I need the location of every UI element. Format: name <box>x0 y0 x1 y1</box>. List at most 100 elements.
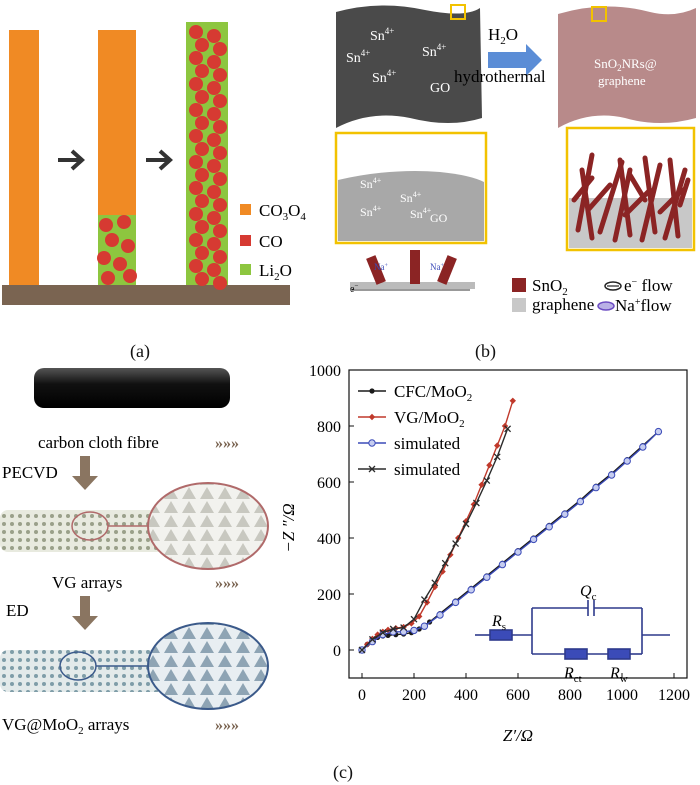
legend-label-na-flow: Na+flow <box>615 296 672 315</box>
chevron-right-icon: »»» <box>215 575 239 592</box>
na-ion-label: Na+ <box>430 262 445 272</box>
ed-label: ED <box>6 601 29 620</box>
chevron-right-icon: »»» <box>215 435 239 452</box>
svg-text:GO: GO <box>430 81 450 96</box>
sno2-nanorod <box>642 155 658 235</box>
vg-zoom-ellipse <box>147 482 269 570</box>
sno2-nanorod <box>622 187 653 218</box>
co-particle <box>105 233 119 247</box>
data-point <box>389 625 397 633</box>
co-particle <box>213 224 227 238</box>
caption-b: (b) <box>475 341 496 361</box>
legend-label-e-flow: e− flow <box>624 276 673 295</box>
co-particle <box>113 257 127 271</box>
legend-label: VG/MoO2 <box>394 408 465 430</box>
co-particle <box>195 272 209 286</box>
co-particle <box>99 218 113 232</box>
go-sheet <box>336 5 482 129</box>
electron-flow-icon <box>604 281 622 291</box>
legend-swatch-co3o4 <box>240 204 251 215</box>
sn-ions-zoom: Sn4+ Sn4+ Sn4+ Sn4+ GO <box>360 176 448 225</box>
data-point <box>399 628 408 636</box>
data-point <box>436 611 444 619</box>
legend-label: CFC/MoO2 <box>394 382 472 404</box>
legend-swatch-li2o <box>240 264 251 275</box>
co-particle <box>207 133 221 147</box>
data-point <box>420 596 428 604</box>
co-particle <box>213 172 227 186</box>
na-flow-icon <box>597 301 615 311</box>
co-particle <box>189 207 203 221</box>
product-label-line2: graphene <box>598 73 646 88</box>
x-tick-label: 600 <box>506 687 530 704</box>
sno2-nanorod <box>612 167 633 243</box>
data-point <box>374 631 381 638</box>
svg-text:Sn4+: Sn4+ <box>410 206 432 221</box>
x-tick-label: 200 <box>402 687 426 704</box>
x-tick-label: 1200 <box>658 687 690 704</box>
co-particle <box>207 237 221 251</box>
legend-label-sno2: SnO2 <box>532 276 568 298</box>
co-particle <box>207 55 221 69</box>
eis-nyquist-chart: 0 200 400 600 800 1000 1200 0 200 400 600 800 1000 C… <box>279 363 690 745</box>
zoom-box <box>450 4 466 20</box>
svg-text:Sn4+: Sn4+ <box>422 42 446 60</box>
data-point <box>369 388 375 394</box>
legend-item: simulated <box>358 460 461 479</box>
data-point <box>514 548 522 556</box>
co-particle <box>207 211 221 225</box>
arrow-right-icon <box>146 149 173 171</box>
co-particle <box>195 168 209 182</box>
y-tick-label: 0 <box>333 643 341 660</box>
y-tick-label: 800 <box>317 419 341 436</box>
co-particle <box>189 129 203 143</box>
pecvd-label: PECVD <box>2 463 58 482</box>
co-particle <box>207 29 221 43</box>
na-ion-label: Na+ <box>374 262 389 272</box>
co-particle <box>121 239 135 253</box>
data-point <box>410 615 418 623</box>
data-point <box>358 646 366 654</box>
legend-label-li2o: Li2O <box>259 261 292 283</box>
svg-text:Sn4+: Sn4+ <box>400 190 422 205</box>
svg-text:GO: GO <box>430 211 448 225</box>
co-particle <box>195 64 209 78</box>
zoom-box <box>591 6 607 22</box>
co-particle <box>189 155 203 169</box>
co-particle <box>207 263 221 277</box>
panel-c-schematic: carbon cloth fibre »»» PECVD VG arrays »… <box>0 368 269 737</box>
legend-label-co3o4: CO3O4 <box>259 201 306 223</box>
co-particle <box>189 181 203 195</box>
data-point <box>486 462 493 469</box>
caption-a: (a) <box>130 341 150 361</box>
x-tick-label: 800 <box>558 687 582 704</box>
y-tick-label: 1000 <box>309 363 341 380</box>
svg-text:Sn4+: Sn4+ <box>360 204 382 219</box>
co3o4-pillar-initial <box>9 30 39 285</box>
legend-item: CFC/MoO2 <box>358 382 472 404</box>
rw-label: Rw <box>609 665 628 685</box>
data-point <box>509 397 516 404</box>
co-particle <box>213 120 227 134</box>
x-tick-label: 1000 <box>606 687 638 704</box>
process-arrow-icon <box>488 44 542 76</box>
data-point <box>545 523 553 531</box>
co-particle <box>189 233 203 247</box>
data-point <box>478 481 485 488</box>
data-point <box>494 442 501 449</box>
data-point <box>639 443 647 451</box>
co-particle <box>189 259 203 273</box>
vg-moo2-zoom-ellipse <box>147 622 269 710</box>
co-particle <box>207 81 221 95</box>
chevron-right-icon: »»» <box>215 717 239 734</box>
co-particle <box>195 142 209 156</box>
co-particle <box>101 271 115 285</box>
data-point <box>451 598 460 607</box>
sno2-nanorods <box>571 152 691 243</box>
svg-text:Sn4+: Sn4+ <box>360 176 382 191</box>
h2o-label: H2O <box>488 25 518 47</box>
data-point <box>452 540 460 548</box>
co-particle <box>207 107 221 121</box>
sno2-nanorod <box>579 167 595 241</box>
data-point <box>472 499 480 507</box>
